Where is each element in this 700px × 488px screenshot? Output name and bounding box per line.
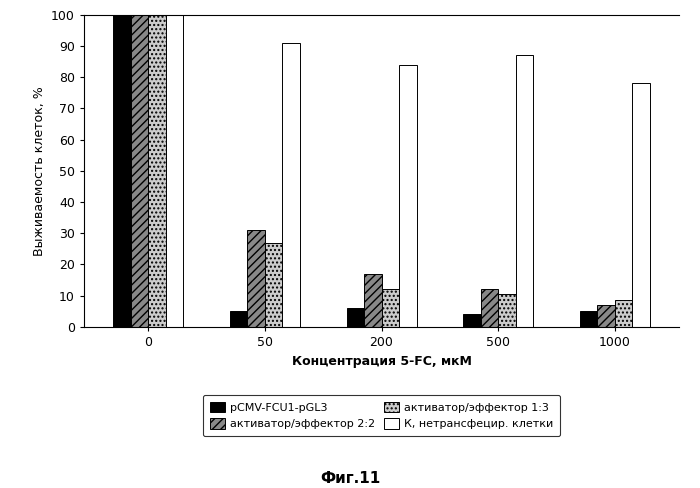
Bar — [230, 311, 247, 327]
Bar — [615, 301, 632, 327]
Text: Фиг.11: Фиг.11 — [320, 471, 380, 486]
Bar — [346, 308, 364, 327]
Bar — [632, 83, 650, 327]
Bar — [247, 230, 265, 327]
Bar — [498, 294, 516, 327]
Legend: pCMV-FCU1-pGL3, активатор/эффектор 2:2, активатор/эффектор 1:3, К, нетрансфецир.: pCMV-FCU1-pGL3, активатор/эффектор 2:2, … — [203, 395, 560, 436]
Bar — [481, 289, 498, 327]
Bar — [113, 15, 131, 327]
Bar — [516, 55, 533, 327]
Bar — [166, 15, 183, 327]
Bar — [382, 289, 399, 327]
X-axis label: Концентрация 5-FC, мкМ: Концентрация 5-FC, мкМ — [292, 355, 471, 367]
Bar — [364, 274, 382, 327]
Bar — [399, 64, 416, 327]
Bar — [580, 311, 597, 327]
Bar — [463, 314, 481, 327]
Bar — [131, 15, 148, 327]
Bar — [282, 43, 300, 327]
Bar — [148, 15, 166, 327]
Bar — [265, 243, 282, 327]
Y-axis label: Выживаемость клеток, %: Выживаемость клеток, % — [32, 86, 46, 256]
Bar — [597, 305, 615, 327]
